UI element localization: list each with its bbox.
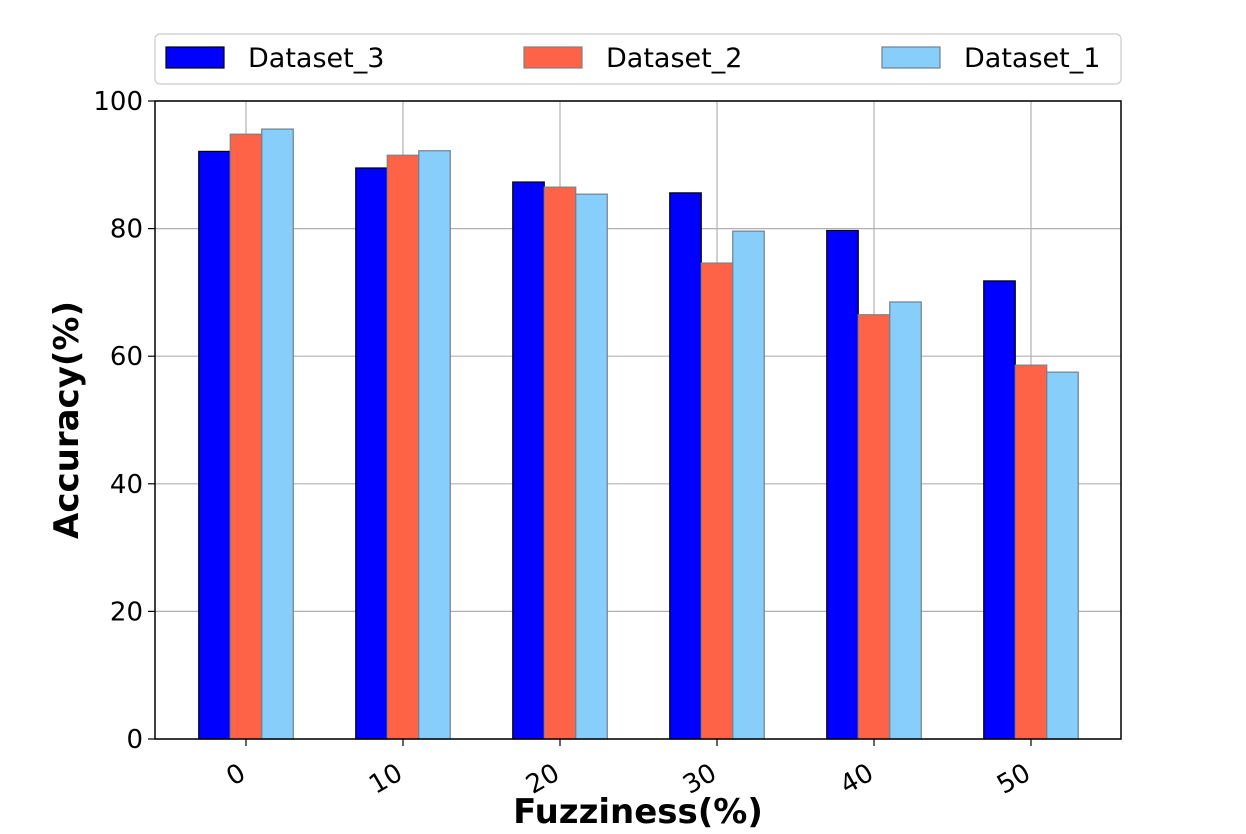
bar-dataset-3 bbox=[983, 280, 1016, 740]
legend-swatch bbox=[881, 46, 941, 69]
x-tick-label: 0 bbox=[222, 758, 251, 792]
y-tick-label: 20 bbox=[110, 597, 143, 627]
bar-dataset-1 bbox=[575, 193, 608, 740]
bar-dataset-2 bbox=[1014, 364, 1048, 740]
bar-dataset-3 bbox=[198, 150, 231, 740]
bar-dataset-1 bbox=[418, 150, 451, 740]
legend: Dataset_3 Dataset_2 Dataset_1 bbox=[154, 33, 1122, 85]
bar-dataset-2 bbox=[229, 133, 263, 740]
bars bbox=[198, 128, 1079, 740]
bar-dataset-3 bbox=[669, 192, 702, 740]
bar-dataset-2 bbox=[543, 186, 577, 740]
y-tick-label: 60 bbox=[110, 342, 143, 372]
legend-label: Dataset_2 bbox=[606, 43, 742, 74]
legend-label: Dataset_3 bbox=[248, 43, 384, 74]
y-tick-label: 80 bbox=[110, 215, 143, 245]
y-tick-label: 40 bbox=[110, 470, 143, 500]
y-tick-label: 0 bbox=[126, 725, 143, 755]
y-axis-label: Accuracy(%) bbox=[47, 301, 87, 539]
bar-dataset-1 bbox=[261, 128, 294, 740]
plot-frame bbox=[154, 100, 1122, 740]
bar-dataset-1 bbox=[732, 230, 765, 740]
legend-swatch bbox=[165, 46, 225, 69]
bar-dataset-3 bbox=[355, 167, 388, 740]
bar-dataset-2 bbox=[700, 262, 734, 740]
grid bbox=[155, 100, 1121, 740]
y-tick-label: 100 bbox=[93, 87, 143, 117]
x-tick-label: 40 bbox=[835, 758, 879, 801]
x-tick-label: 50 bbox=[992, 758, 1036, 801]
legend-label: Dataset_1 bbox=[964, 43, 1100, 74]
x-tick-label: 10 bbox=[364, 758, 408, 801]
bar-dataset-3 bbox=[826, 229, 859, 740]
bar-dataset-2 bbox=[857, 314, 891, 740]
bar-dataset-3 bbox=[512, 181, 545, 740]
legend-swatch bbox=[523, 46, 583, 69]
x-axis-label: Fuzziness(%) bbox=[513, 792, 763, 830]
bar-dataset-1 bbox=[1046, 371, 1079, 740]
bar-dataset-2 bbox=[386, 154, 420, 740]
legend-box bbox=[154, 33, 1122, 85]
bar-dataset-1 bbox=[889, 301, 922, 740]
